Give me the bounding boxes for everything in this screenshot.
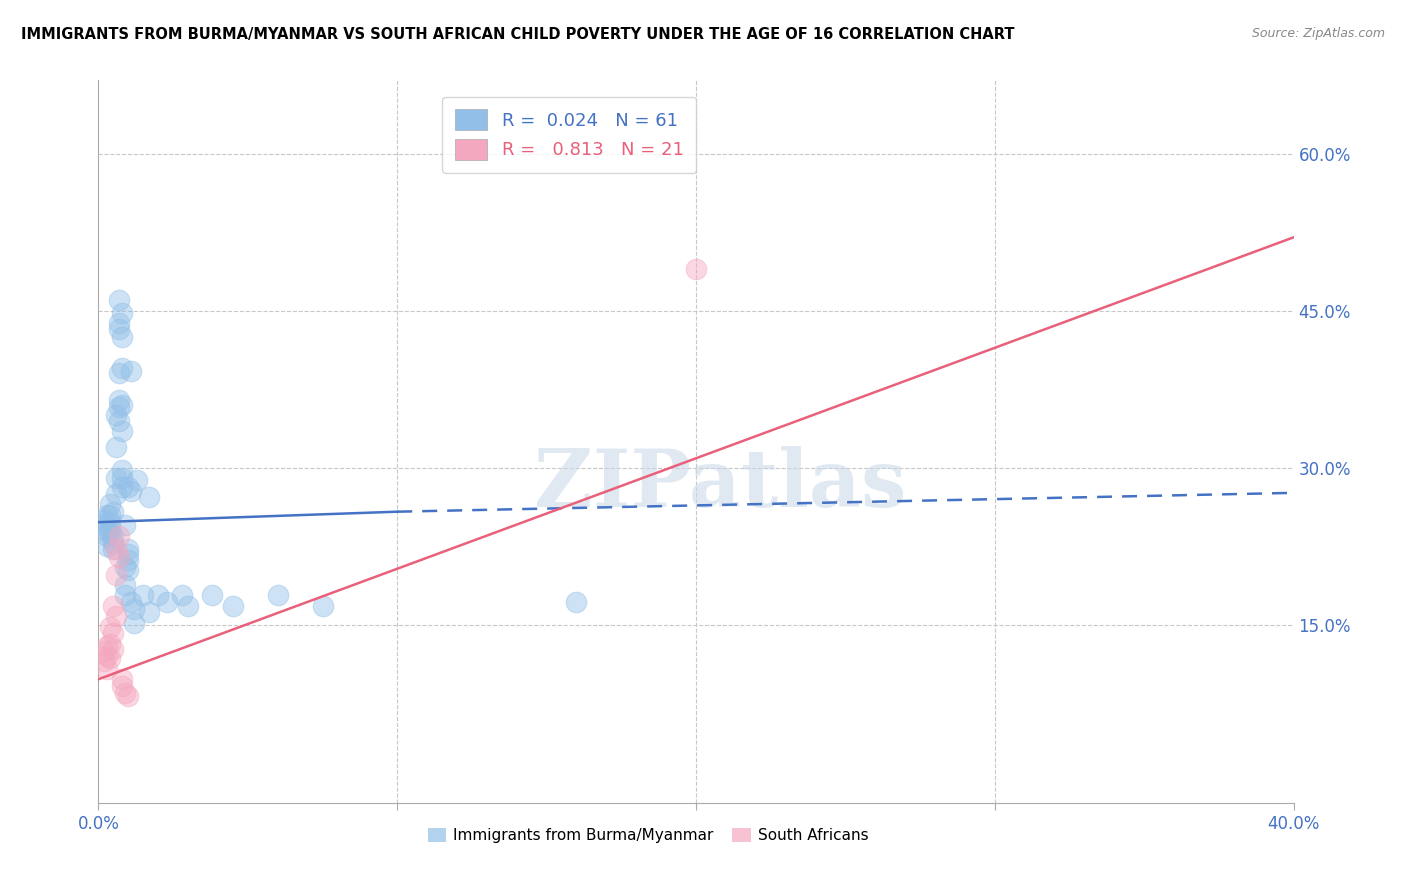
Point	[685, 261, 707, 276]
Point	[117, 689, 139, 703]
Point	[98, 521, 122, 535]
Point	[111, 672, 134, 686]
Point	[98, 620, 122, 634]
Point	[172, 589, 194, 603]
Point	[127, 473, 149, 487]
Legend: Immigrants from Burma/Myanmar, South Africans: Immigrants from Burma/Myanmar, South Afr…	[422, 822, 875, 849]
Point	[311, 599, 333, 613]
Point	[120, 364, 142, 378]
Text: Source: ZipAtlas.com: Source: ZipAtlas.com	[1251, 27, 1385, 40]
Point	[105, 409, 128, 423]
Point	[114, 560, 136, 574]
Text: ZIPatlas: ZIPatlas	[534, 446, 905, 524]
Point	[156, 595, 179, 609]
Point	[96, 649, 118, 664]
Point	[103, 536, 125, 550]
Point	[114, 578, 136, 592]
Point	[267, 589, 290, 603]
Point	[96, 662, 118, 676]
Point	[96, 539, 118, 553]
Point	[222, 599, 245, 613]
Point	[93, 518, 115, 533]
Point	[96, 524, 118, 538]
Point	[138, 605, 160, 619]
Point	[103, 599, 125, 613]
Point	[103, 505, 125, 519]
Point	[105, 471, 128, 485]
Point	[114, 686, 136, 700]
Point	[105, 487, 128, 501]
Point	[108, 400, 131, 414]
Point	[108, 392, 131, 407]
Point	[96, 639, 118, 653]
Point	[103, 641, 125, 656]
Point	[96, 529, 118, 543]
Point	[103, 529, 125, 543]
Point	[120, 595, 142, 609]
Point	[138, 490, 160, 504]
Point	[105, 567, 128, 582]
Point	[105, 542, 128, 557]
Point	[98, 525, 122, 540]
Point	[117, 542, 139, 557]
Point	[132, 589, 155, 603]
Point	[98, 508, 122, 522]
Point	[98, 637, 122, 651]
Point	[108, 367, 131, 381]
Point	[117, 563, 139, 577]
Point	[117, 479, 139, 493]
Point	[93, 644, 115, 658]
Point	[177, 599, 200, 613]
Point	[105, 609, 128, 624]
Point	[124, 602, 146, 616]
Point	[103, 542, 125, 557]
Point	[114, 589, 136, 603]
Point	[148, 589, 170, 603]
Point	[111, 306, 134, 320]
Point	[111, 479, 134, 493]
Point	[108, 322, 131, 336]
Point	[98, 651, 122, 665]
Point	[120, 483, 142, 498]
Point	[105, 440, 128, 454]
Point	[117, 547, 139, 561]
Point	[124, 615, 146, 630]
Point	[117, 553, 139, 567]
Text: IMMIGRANTS FROM BURMA/MYANMAR VS SOUTH AFRICAN CHILD POVERTY UNDER THE AGE OF 16: IMMIGRANTS FROM BURMA/MYANMAR VS SOUTH A…	[21, 27, 1015, 42]
Point	[111, 330, 134, 344]
Point	[114, 518, 136, 533]
Point	[111, 424, 134, 438]
Point	[96, 508, 118, 522]
Point	[108, 293, 131, 308]
Point	[565, 595, 588, 609]
Point	[103, 626, 125, 640]
Point	[111, 361, 134, 376]
Point	[111, 463, 134, 477]
Point	[111, 471, 134, 485]
Point	[201, 589, 224, 603]
Point	[108, 529, 131, 543]
Point	[111, 398, 134, 412]
Point	[108, 414, 131, 428]
Point	[98, 515, 122, 529]
Point	[111, 679, 134, 693]
Point	[98, 497, 122, 511]
Point	[93, 513, 115, 527]
Point	[108, 549, 131, 564]
Point	[93, 655, 115, 669]
Point	[108, 316, 131, 330]
